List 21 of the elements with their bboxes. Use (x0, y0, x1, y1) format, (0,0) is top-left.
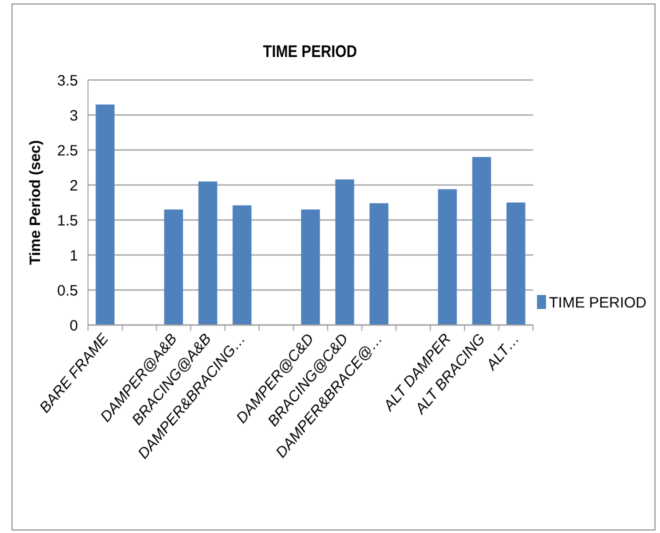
bar (301, 210, 320, 325)
y-tick-label: 0 (70, 317, 78, 334)
bar (232, 205, 252, 325)
y-tick-label: 2 (70, 177, 78, 194)
y-tick-label: 2.5 (57, 142, 78, 160)
bar (506, 202, 526, 325)
bar (198, 182, 218, 325)
bar (370, 203, 388, 325)
bar (335, 179, 354, 325)
legend-label: TIME PERIOD (549, 294, 647, 312)
chart-title: TIME PERIOD (263, 42, 357, 62)
bar (164, 210, 183, 325)
bar (438, 189, 457, 325)
y-tick-label: 3 (70, 107, 78, 124)
y-tick-label: 3.5 (57, 72, 78, 90)
y-tick-label: 1 (70, 247, 78, 264)
bar (96, 104, 115, 325)
bar (472, 157, 492, 325)
y-tick-label: 1.5 (57, 212, 78, 230)
y-axis-title: Time Period (sec) (27, 140, 44, 265)
y-tick-label: 0.5 (57, 282, 78, 300)
